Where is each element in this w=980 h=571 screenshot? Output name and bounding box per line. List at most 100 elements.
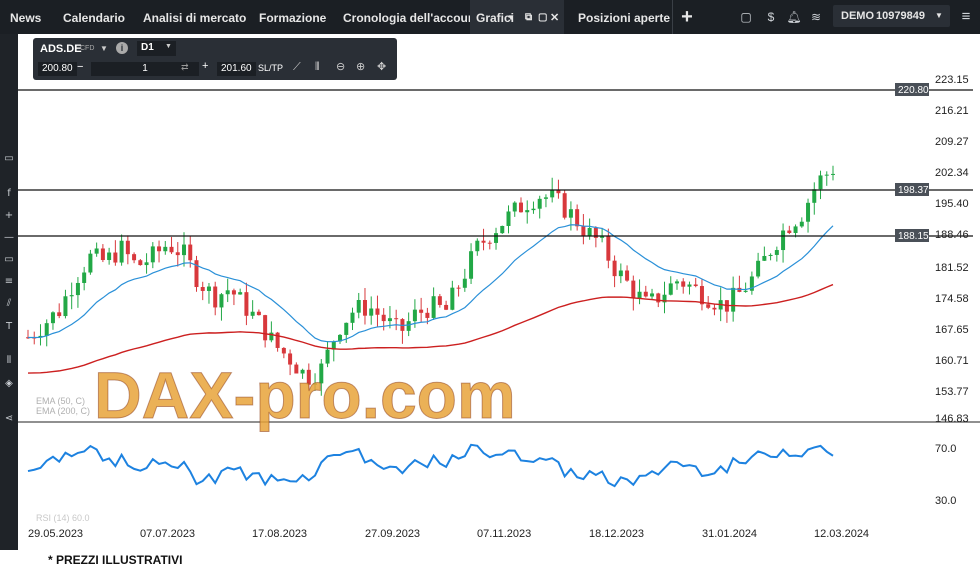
price-tick: 181.52 <box>935 262 969 274</box>
increase-qty-button[interactable]: + <box>202 60 209 72</box>
candle-body <box>531 208 536 211</box>
candle-body <box>169 246 174 253</box>
candle-body <box>562 193 567 218</box>
date-tick: 27.09.2023 <box>365 528 420 540</box>
candle-body <box>612 260 617 277</box>
tab-cronologia-account[interactable]: Cronologia dell'account <box>343 11 480 25</box>
info-icon[interactable]: i <box>116 42 128 54</box>
price-axis-bg <box>893 34 980 550</box>
candle-body <box>793 226 798 233</box>
rsi-tick: 70.0 <box>935 443 956 455</box>
candle-body <box>200 287 205 291</box>
move-icon[interactable]: ✥ <box>377 61 387 73</box>
candle-body <box>350 312 355 323</box>
sltp-button[interactable]: SL/TP <box>258 63 284 73</box>
symbol-type: CFD <box>80 45 95 52</box>
candle-body <box>113 252 118 263</box>
candle-body <box>94 248 99 254</box>
date-tick: 12.03.2024 <box>814 528 869 540</box>
candle-body <box>263 315 268 341</box>
candle-body <box>175 252 180 256</box>
date-tick: 07.07.2023 <box>140 528 195 540</box>
account-selector[interactable]: DEMO 10979849 ▼ <box>833 5 950 27</box>
candle-body <box>743 290 748 292</box>
candle-body <box>206 286 211 291</box>
footer <box>0 551 980 571</box>
price-chart-svg[interactable]: 220.80 198.37 188.15 223.15 216.21 209.2… <box>18 34 980 550</box>
add-tab-button[interactable]: + <box>672 0 701 34</box>
date-tick: 18.12.2023 <box>589 528 644 540</box>
chart-area[interactable]: 220.80 198.37 188.15 223.15 216.21 209.2… <box>18 34 980 550</box>
zoom-in-icon[interactable]: ⊕ <box>356 61 366 73</box>
price-tick: 167.65 <box>935 324 969 336</box>
tab-analisi-di-mercato[interactable]: Analisi di mercato <box>143 11 247 25</box>
candle-body <box>437 296 442 305</box>
line-tool-icon[interactable]: — <box>4 232 14 243</box>
level-label-bg-1 <box>895 83 929 96</box>
price-tick: 209.27 <box>935 136 969 148</box>
function-icon[interactable]: f <box>7 188 11 199</box>
candle-body <box>69 295 74 297</box>
candle-body <box>163 246 168 252</box>
fibonacci-icon[interactable]: ≡ <box>4 276 14 287</box>
bid-price[interactable]: 200.80 <box>38 62 77 76</box>
candle-body <box>331 341 336 350</box>
tab-grafici[interactable]: Grafici ▼ ⧉ ▢ ✕ <box>470 0 564 34</box>
ask-price[interactable]: 201.60 <box>217 62 256 76</box>
layout-icon[interactable]: ▢ <box>740 10 752 24</box>
text-tool-icon[interactable]: T <box>5 321 13 332</box>
tab-posizioni-aperte[interactable]: Posizioni aperte <box>578 11 671 25</box>
bell-icon[interactable]: 🔔︎ <box>786 10 802 24</box>
date-tick: 31.01.2024 <box>702 528 757 540</box>
rsi-line <box>27 443 834 488</box>
pitchfork-icon[interactable]: ⫽ <box>6 298 12 309</box>
tab-formazione[interactable]: Formazione <box>259 11 327 25</box>
ema200-legend: EMA (200, C) <box>36 406 90 416</box>
wifi-icon: ≋ <box>810 10 822 24</box>
account-mode: DEMO <box>841 10 874 22</box>
candle-body <box>518 202 523 213</box>
swap-icon[interactable]: ⇄ <box>181 62 189 72</box>
maximize-icon[interactable]: ▢ <box>538 12 548 23</box>
candle-body <box>618 270 623 277</box>
candle-body <box>537 198 542 209</box>
symbol-name[interactable]: ADS.DE <box>40 43 82 55</box>
popout-icon[interactable]: ⧉ <box>525 12 533 23</box>
candle-body <box>643 291 648 297</box>
candle-body <box>231 290 236 295</box>
menu-icon[interactable]: ≡ <box>961 8 971 25</box>
share-icon[interactable]: ⋖ <box>4 413 14 424</box>
candle-body <box>444 304 449 310</box>
candle-body <box>100 248 105 261</box>
candle-body <box>44 323 49 336</box>
candle-body <box>75 282 80 296</box>
price-tick: 160.71 <box>935 355 969 367</box>
chevron-down-icon[interactable]: ▼ <box>100 44 108 53</box>
currency-icon[interactable]: $ <box>767 10 775 24</box>
rectangle-tool-icon[interactable]: ▭ <box>4 254 14 265</box>
line-chart-icon[interactable]: ⟋ <box>293 61 301 73</box>
crosshair-icon[interactable]: + <box>4 210 14 221</box>
candle-body <box>806 202 811 222</box>
candle-body <box>693 284 698 287</box>
candle-body <box>587 227 592 237</box>
candle-body <box>288 353 293 365</box>
candle-body <box>674 281 679 284</box>
candle-body <box>656 293 661 303</box>
candle-body <box>500 225 505 234</box>
quantity-input[interactable]: 1 <box>91 62 199 76</box>
chevron-down-icon[interactable]: ▼ <box>507 13 515 22</box>
tab-news[interactable]: News <box>10 11 42 25</box>
screen-icon[interactable]: ▭ <box>4 153 14 164</box>
timeframe-selector[interactable]: D1 ▼ <box>137 41 176 56</box>
layers-icon[interactable]: ◈ <box>5 378 13 389</box>
price-tick: 195.40 <box>935 198 969 210</box>
close-tab-icon[interactable]: ✕ <box>550 12 560 24</box>
candle-body <box>412 309 417 322</box>
decrease-qty-button[interactable]: − <box>77 61 84 73</box>
candles-icon[interactable]: ⫴ <box>315 61 320 73</box>
zoom-out-icon[interactable]: ⊖ <box>336 61 346 73</box>
indicators-icon[interactable]: ⫴ <box>6 355 12 366</box>
tab-calendario[interactable]: Calendario <box>63 11 126 25</box>
candle-body <box>831 173 835 175</box>
